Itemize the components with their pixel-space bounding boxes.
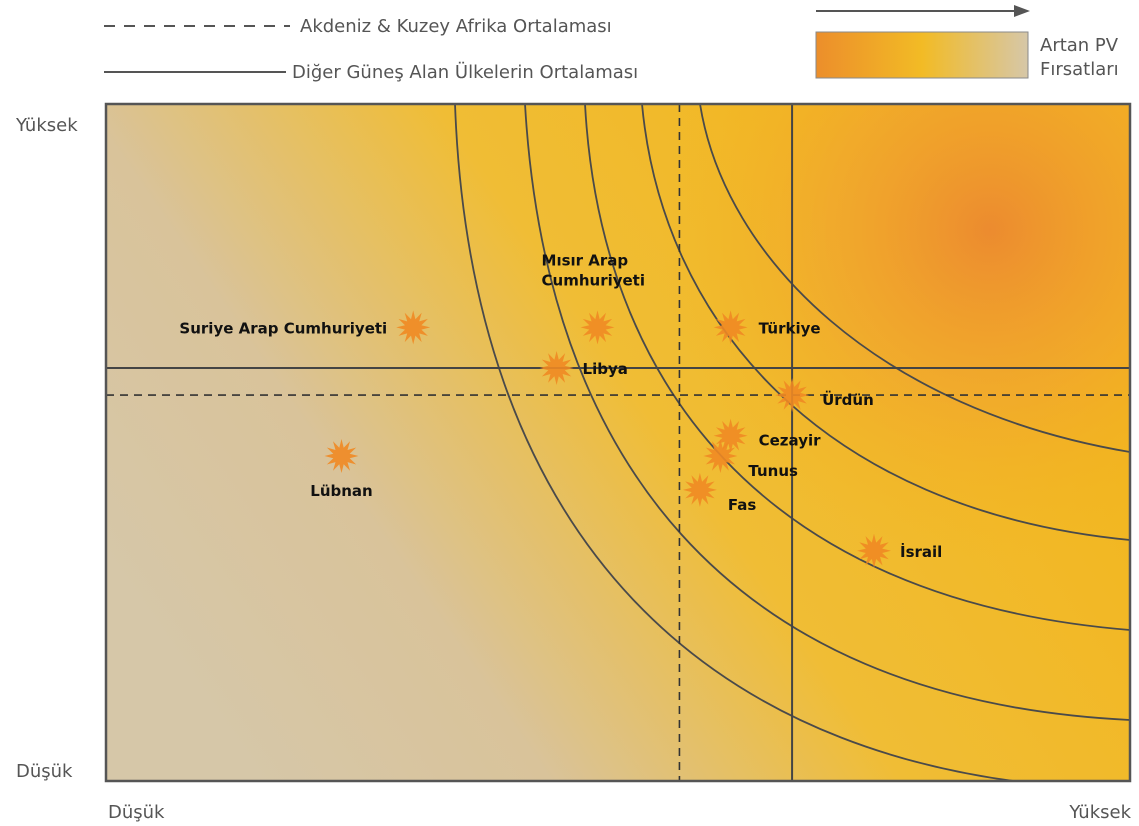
gradient-legend-label-line1: Artan PV: [1040, 35, 1119, 56]
iso-curve-5: [699, 104, 1130, 453]
legend-solid-label: Diğer Güneş Alan Ülkelerin Ortalaması: [292, 61, 638, 83]
point-label-1: Lübnan: [310, 482, 372, 500]
point-marker-1: [324, 439, 359, 473]
y-axis-low-label: Düşük: [16, 761, 73, 782]
plot-hotspot: [106, 104, 1130, 781]
point-label-6: Cezayir: [759, 432, 821, 450]
iso-curve-4: [641, 104, 1130, 541]
x-axis-high-label: Yüksek: [1068, 802, 1131, 823]
iso-curve-2: [524, 104, 1130, 721]
iso-curve-1: [454, 104, 1020, 781]
point-label-2: Mısır Arap Cumhuriyeti: [542, 251, 645, 289]
legend-dashed-label: Akdeniz & Kuzey Afrika Ortalaması: [300, 16, 612, 37]
reference-lines: [106, 104, 1130, 781]
legend: Akdeniz & Kuzey Afrika Ortalaması Diğer …: [104, 5, 1119, 83]
point-marker-4: [713, 310, 748, 345]
y-axis-high-label: Yüksek: [15, 115, 78, 136]
point-marker-5: [775, 378, 810, 413]
gradient-legend-bar: [815, 31, 1029, 79]
point-label-0: Suriye Arap Cumhuriyeti: [179, 319, 387, 337]
point-marker-9: [857, 533, 891, 568]
plot-area: Suriye Arap Cumhuriyeti Lübnan Mısır Arap C…: [104, 102, 1132, 783]
point-label-5: Ürdün: [822, 390, 874, 409]
country-points: Suriye Arap Cumhuriyeti Lübnan Mısır Arap C…: [179, 251, 942, 568]
point-marker-6: [713, 418, 748, 453]
iso-opportunity-curves: [454, 104, 1130, 781]
point-marker-8: [682, 472, 717, 507]
arrow-right-icon: [816, 5, 1030, 17]
plot-frame: [104, 102, 1132, 783]
point-label-3: Libya: [583, 360, 628, 378]
point-marker-0: [396, 310, 431, 345]
point-marker-7: [703, 439, 738, 473]
x-axis-low-label: Düşük: [108, 802, 165, 823]
point-label-4: Türkiye: [759, 319, 821, 337]
point-label-9: İsrail: [900, 542, 942, 561]
point-label-8: Fas: [728, 496, 756, 514]
gradient-legend-label-line2: Fırsatları: [1040, 59, 1119, 80]
point-label-7: Tunus: [748, 462, 798, 480]
point-marker-3: [539, 351, 574, 385]
point-marker-2: [580, 310, 615, 345]
